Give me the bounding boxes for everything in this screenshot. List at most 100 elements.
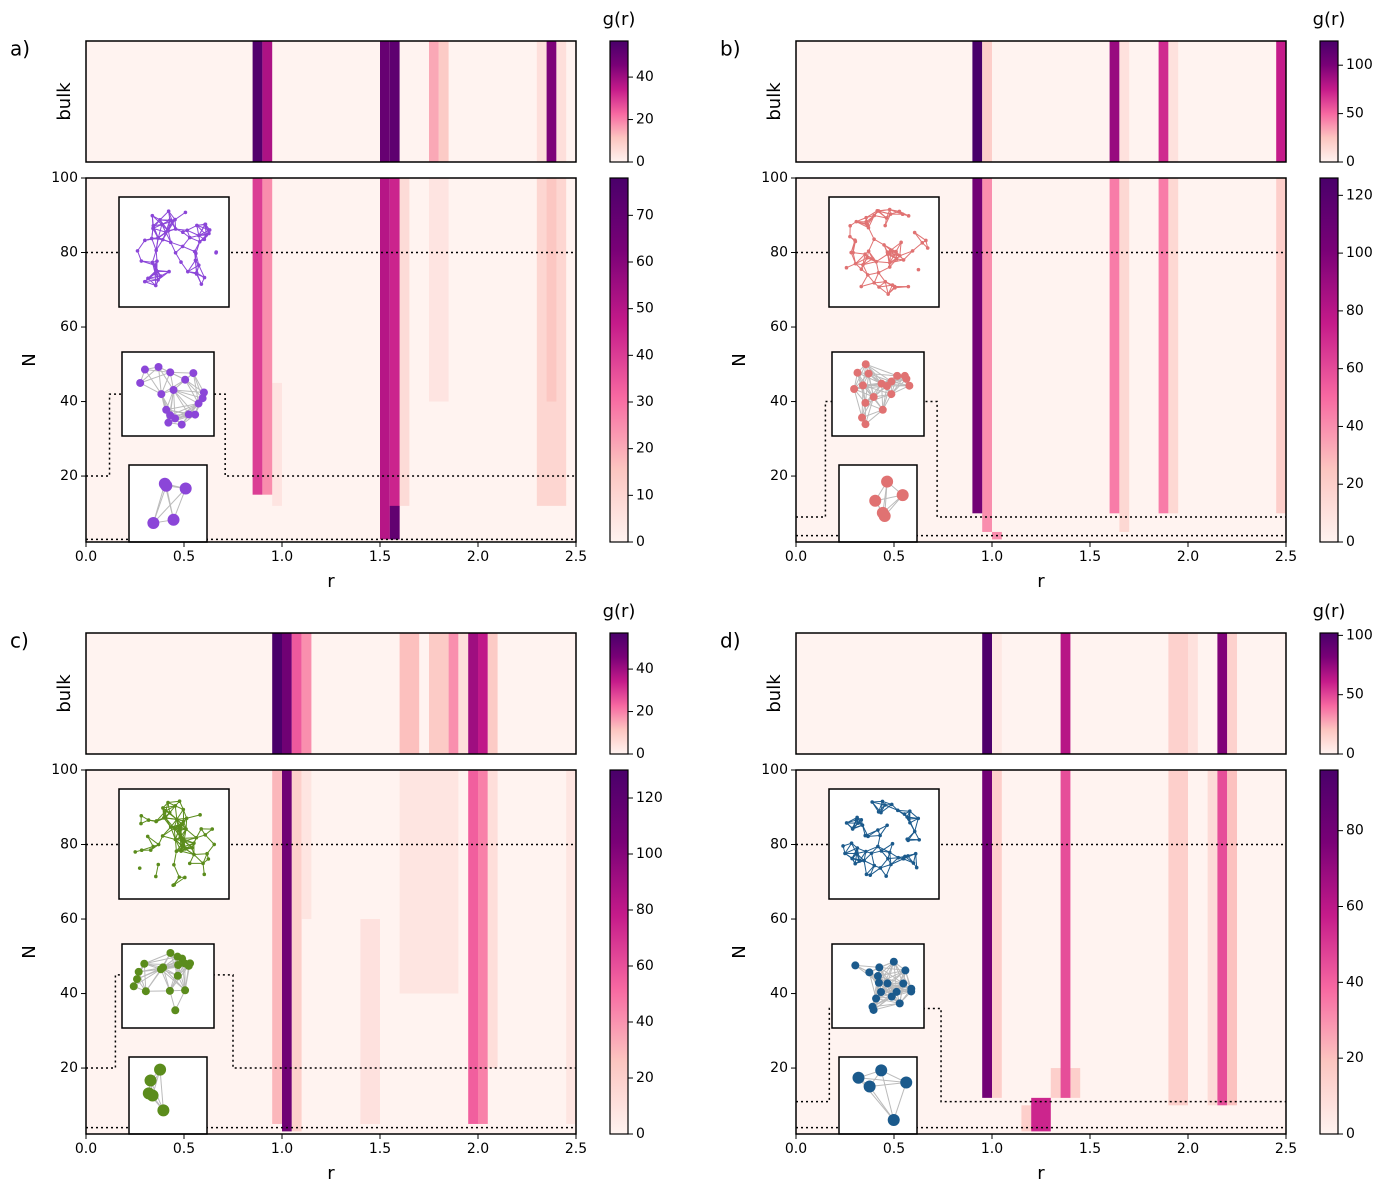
bond — [202, 863, 205, 875]
particle — [154, 819, 158, 824]
particle — [154, 1063, 167, 1076]
bond — [912, 242, 923, 252]
bond — [170, 242, 177, 254]
bond — [175, 228, 188, 231]
bond — [187, 264, 200, 273]
colorbar-tick-label: 40 — [636, 69, 654, 85]
panel-label: d) — [720, 629, 741, 653]
bond — [166, 403, 199, 411]
bond — [868, 834, 881, 837]
y-tick-label: 40 — [60, 986, 78, 1002]
bond — [858, 1077, 907, 1083]
colorbar — [609, 177, 629, 543]
heatmap-cell — [982, 770, 992, 1098]
bulk-stripe — [429, 41, 439, 162]
bond — [174, 839, 177, 852]
bond — [198, 224, 206, 236]
particle — [184, 410, 193, 419]
particle — [198, 813, 202, 817]
bulk-stripe — [1227, 633, 1237, 754]
bond — [862, 258, 873, 266]
colorbar-tick-label: 60 — [1346, 361, 1364, 377]
bond — [193, 853, 208, 855]
particle — [859, 284, 864, 289]
particle — [207, 228, 212, 232]
particle — [878, 866, 883, 870]
cluster-inset — [128, 1056, 208, 1135]
particle — [134, 967, 143, 976]
bond — [875, 253, 888, 263]
particle — [859, 818, 864, 822]
particle — [887, 1114, 900, 1127]
particle — [146, 1089, 159, 1102]
bond — [889, 251, 897, 264]
x-tick-label: 2.5 — [565, 1141, 587, 1157]
particle — [851, 250, 855, 255]
particle — [873, 972, 882, 981]
particle — [169, 385, 178, 394]
bond — [884, 804, 898, 811]
particle — [860, 823, 865, 827]
particle — [882, 382, 891, 391]
particle — [171, 1006, 180, 1015]
bond — [159, 1069, 164, 1111]
particle — [156, 862, 161, 867]
bond — [853, 363, 867, 390]
particle — [864, 215, 868, 220]
bond — [868, 215, 875, 228]
panel: c) bulk 0.0 0.5 1.0 1.5 2.0 2.5 20 40 60 80 100 r N 0 20… — [10, 601, 663, 1182]
particle — [868, 873, 873, 877]
x-tick-label: 0.5 — [883, 1141, 905, 1157]
inset-frame — [128, 464, 208, 543]
colorbar-tick-label: 50 — [636, 301, 654, 317]
particle — [885, 823, 889, 828]
particle — [182, 839, 186, 843]
cluster-inset — [121, 943, 215, 1029]
bulk-stripe — [1188, 633, 1198, 754]
bond — [881, 843, 893, 852]
x-tick-label: 0.5 — [173, 1141, 195, 1157]
heatmap-cell — [282, 770, 292, 1132]
bond — [174, 211, 186, 221]
panel-label: b) — [720, 37, 741, 61]
particle — [855, 846, 860, 850]
bond — [156, 810, 167, 822]
particle — [168, 240, 173, 245]
colorbar-tick-label: 40 — [636, 661, 654, 677]
particle — [183, 875, 187, 880]
bulk-stripe — [1158, 41, 1169, 162]
x-tick-label: 0.0 — [75, 1141, 97, 1157]
bond — [852, 252, 857, 264]
bond — [155, 237, 159, 251]
bond — [880, 801, 883, 813]
bond — [173, 851, 177, 865]
colorbar — [609, 632, 629, 755]
colorbar-tick-label: 40 — [1346, 418, 1364, 434]
bond — [187, 260, 196, 272]
bond — [137, 250, 142, 262]
heatmap-cell — [429, 178, 449, 402]
particle — [856, 821, 860, 825]
x-tick-label: 2.0 — [467, 549, 489, 565]
y-tick-label: 100 — [761, 762, 788, 778]
bond — [915, 853, 918, 868]
bond — [144, 956, 178, 965]
panel: b) bulk 0.0 0.5 1.0 1.5 2.0 2.5 20 40 60 80 100 r N 0 50… — [720, 9, 1373, 592]
x-tick-label: 1.5 — [369, 1141, 391, 1157]
particle — [167, 811, 172, 815]
x-tick-label: 2.0 — [1177, 549, 1199, 565]
bond — [151, 215, 163, 225]
heatmap-cell — [566, 770, 576, 1124]
particle — [207, 231, 211, 236]
particle — [885, 250, 890, 254]
particle — [853, 861, 858, 866]
x-tick-label: 0.5 — [173, 549, 195, 565]
bulk-stripe — [429, 633, 449, 754]
y-tick-label: 60 — [60, 911, 78, 927]
particle — [177, 875, 182, 879]
bond — [862, 825, 866, 836]
bond — [884, 213, 892, 226]
colorbar — [1319, 40, 1339, 163]
bond — [173, 864, 180, 878]
bond — [878, 982, 901, 1004]
